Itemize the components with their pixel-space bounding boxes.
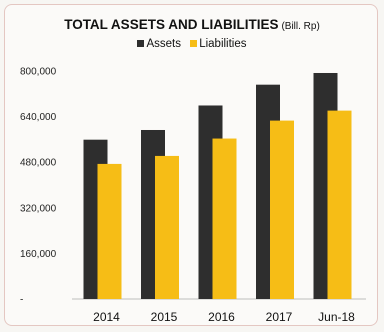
y-tick-label: 800,000 (20, 67, 57, 78)
legend-swatch-assets (137, 40, 145, 47)
x-tick-label: 2017 (266, 310, 293, 324)
chart-unit: (Bill. Rp) (281, 21, 320, 32)
legend-item-liabilities: Liabilities (190, 38, 247, 50)
y-tick-label: 160,000 (20, 249, 57, 260)
y-tick-label: 480,000 (20, 158, 57, 169)
chart-title: TOTAL ASSETS AND LIABILITIES (Bill. Rp) (0, 17, 384, 32)
chart-legend: Assets Liabilities (0, 38, 384, 50)
x-tick-label: 2015 (151, 310, 178, 324)
legend-label-assets: Assets (146, 38, 181, 50)
bar-liabilities (155, 155, 179, 299)
y-tick-label: 320,000 (20, 203, 57, 214)
bar-liabilities (97, 163, 122, 299)
bar-liabilities (327, 110, 352, 300)
legend-swatch-liabilities (190, 40, 198, 47)
bar-liabilities (270, 120, 294, 299)
x-tick-label: Jun-18 (318, 310, 355, 324)
legend-label-liabilities: Liabilities (199, 38, 247, 50)
x-tick-label: 2014 (93, 310, 120, 324)
bar-liabilities (212, 138, 237, 299)
y-tick-label: 640,000 (20, 112, 57, 123)
legend-item-assets: Assets (137, 38, 181, 50)
x-tick-label: 2016 (208, 310, 235, 324)
chart-title-text: TOTAL ASSETS AND LIABILITIES (64, 17, 279, 32)
y-tick-label: - (20, 295, 23, 306)
